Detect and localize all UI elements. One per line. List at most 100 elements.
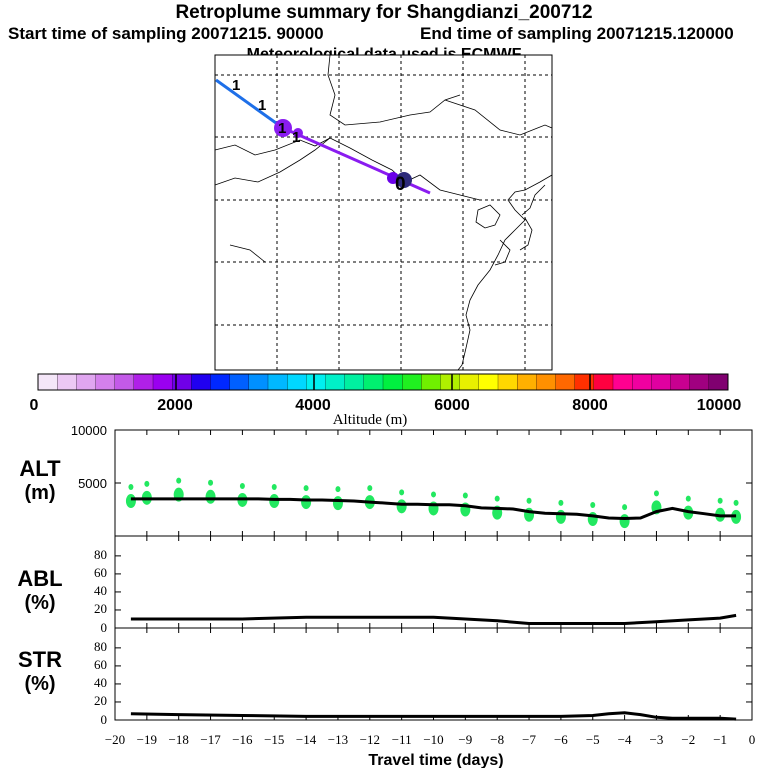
x-tick-label: −3 — [650, 732, 664, 747]
x-tick-label: −5 — [586, 732, 600, 747]
x-tick-label: −16 — [232, 732, 253, 747]
x-tick-label: −11 — [392, 732, 412, 747]
colorbar-tick-label: 6000 — [434, 397, 470, 414]
alt-particle-dot — [622, 504, 628, 511]
colorbar-swatch — [248, 373, 269, 391]
alt-particle-dot — [332, 496, 343, 511]
colorbar-tick-label: 4000 — [295, 397, 331, 414]
colorbar-swatch — [708, 373, 729, 391]
end-time-text: End time of sampling 20071215.120000 — [420, 24, 734, 43]
colorbar-swatch — [363, 373, 384, 391]
colorbar-swatch — [152, 373, 173, 391]
colorbar-swatch — [76, 373, 96, 391]
colorbar-swatch — [478, 373, 499, 391]
colorbar-swatch — [536, 373, 556, 391]
colorbar-swatch — [37, 373, 58, 391]
map-borders — [214, 54, 553, 371]
alt-particle-dot — [176, 477, 182, 484]
alt-particle-dot — [128, 484, 134, 491]
abl-ylabel-unit: (%) — [24, 592, 55, 614]
alt-ytick-label: 10000 — [71, 423, 107, 438]
x-tick-label: −1 — [713, 732, 727, 747]
colorbar-swatch — [497, 373, 518, 391]
alt-particle-dot — [619, 514, 630, 529]
x-tick-label: −17 — [200, 732, 221, 747]
colorbar-swatch — [689, 373, 710, 391]
x-tick-labels: −20 −19 −18 −17 −16 −15 −14 −13 −12 −11 −10 −9 −8 −7−… — [105, 732, 755, 747]
alt-particle-dot — [590, 502, 596, 509]
track-label: 1 — [232, 77, 240, 94]
colorbar-swatch — [191, 373, 211, 391]
colorbar-swatch — [229, 373, 250, 391]
colorbar-swatch — [440, 373, 461, 391]
str-panel-frame — [114, 627, 753, 721]
colorbar-swatch — [421, 373, 441, 391]
str-ytick-label: 20 — [94, 693, 107, 708]
alt-particle-dot — [335, 486, 341, 493]
x-tick-label: −6 — [554, 732, 568, 747]
abl-panel: 80 60 40 20 0 ABL (%) — [17, 535, 753, 635]
track-segment-blue — [215, 78, 284, 130]
x-tick-label: −19 — [137, 732, 157, 747]
alt-particle-dot — [125, 494, 136, 509]
alt-particle-dot — [269, 494, 280, 509]
colorbar-title: Altitude (m) — [333, 412, 408, 428]
alt-particle-dot — [555, 509, 566, 524]
x-tick-label: −14 — [296, 732, 317, 747]
x-tick-label: −8 — [490, 732, 504, 747]
abl-series-line — [130, 613, 737, 625]
x-axis-label: Travel time (days) — [368, 752, 503, 768]
x-tick-label: −7 — [522, 732, 536, 747]
alt-particle-dot — [653, 490, 659, 497]
alt-particle-dot — [303, 485, 309, 492]
colorbar-swatch — [172, 373, 192, 391]
colorbar-swatch — [210, 373, 231, 391]
abl-ylabel: ABL — [17, 566, 62, 591]
alt-particle-dot — [399, 489, 405, 496]
x-tick-label: −2 — [681, 732, 695, 747]
alt-particle-dot — [205, 489, 216, 504]
colorbar-swatch — [670, 373, 691, 391]
alt-ylabel: ALT — [19, 456, 61, 481]
x-tick-label: −4 — [618, 732, 632, 747]
colorbar-swatch — [287, 373, 307, 391]
chart-title: Retroplume summary for Shangdianzi_20071… — [175, 2, 593, 23]
colorbar-tick-labels: 0 2000 4000 6000 8000 10000 — [30, 397, 742, 414]
retroplume-map: 1 1 1 1 0 — [214, 54, 553, 371]
str-ytick-labels: 80 60 40 20 0 — [94, 639, 107, 727]
alt-particle-dot — [717, 497, 723, 504]
alt-particle-dot — [558, 499, 564, 506]
colorbar-tick-label: 10000 — [697, 397, 742, 414]
alt-particle-dot — [526, 497, 532, 504]
colorbar-swatch — [95, 373, 116, 391]
start-time-text: Start time of sampling 20071215. 90000 — [8, 24, 324, 43]
track-label: 0 — [395, 174, 406, 195]
colorbar-swatch — [306, 373, 326, 391]
alt-particle-dot — [733, 499, 739, 506]
alt-particle-dot — [271, 484, 277, 491]
altitude-colorbar — [37, 373, 729, 391]
alt-particle-dot — [208, 479, 214, 486]
str-ylabel: STR — [18, 647, 62, 672]
track-label: 1 — [258, 97, 266, 114]
alt-ytick-labels: 10000 5000 — [71, 423, 107, 491]
track-particle-cluster — [293, 128, 303, 138]
x-tick-label: −10 — [423, 732, 443, 747]
colorbar-swatch — [267, 373, 288, 391]
colorbar-swatch — [402, 373, 422, 391]
axis-ticks — [114, 429, 753, 721]
str-ytick-label: 80 — [94, 639, 107, 654]
alt-ytick-label: 5000 — [78, 476, 107, 491]
colorbar-swatch — [459, 373, 480, 391]
alt-series-line — [130, 497, 737, 521]
alt-particle-dot — [494, 495, 500, 502]
colorbar-swatch — [632, 373, 652, 391]
alt-panel: 10000 5000 ALT (m) — [19, 423, 753, 537]
alt-particle-dot — [239, 482, 245, 489]
colorbar-swatch — [574, 373, 595, 391]
colorbar-swatch — [555, 373, 576, 391]
alt-particle-dot — [144, 480, 150, 487]
x-tick-label: −12 — [360, 732, 380, 747]
x-tick-label: −9 — [458, 732, 472, 747]
alt-particle-dot — [396, 499, 407, 514]
